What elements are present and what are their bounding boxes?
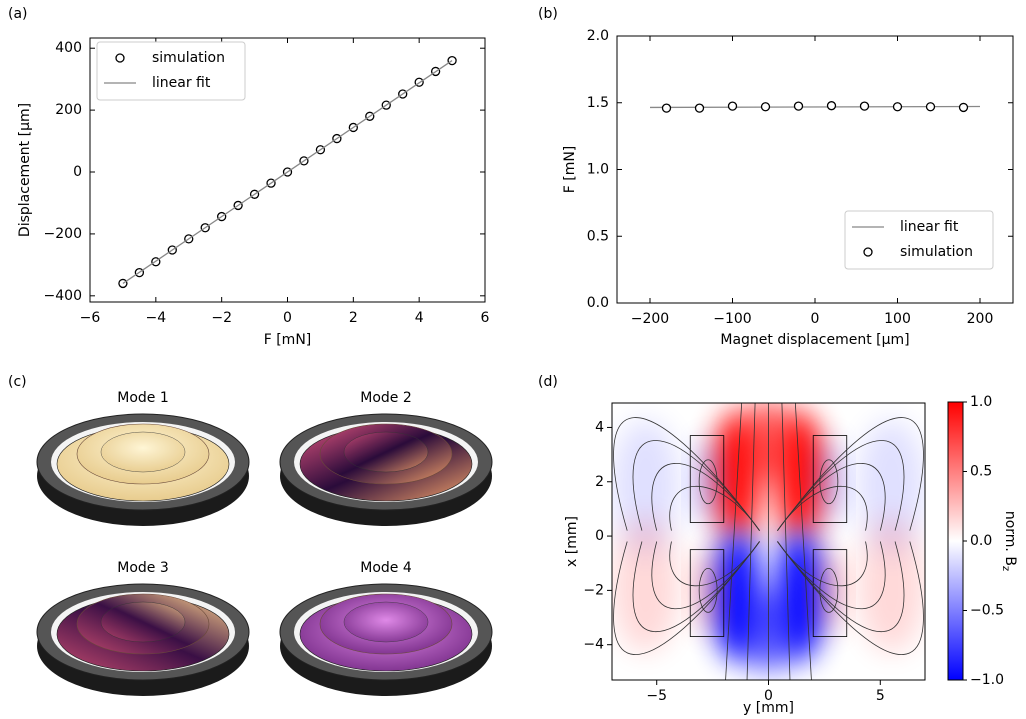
heatmap bbox=[612, 401, 925, 680]
data-point bbox=[828, 102, 836, 110]
data-point bbox=[894, 103, 902, 111]
x-tick-label: 100 bbox=[884, 311, 911, 327]
y-axis-label: Displacement [µm] bbox=[17, 103, 33, 237]
y-tick-label: −400 bbox=[44, 288, 82, 304]
x-tick-label: −4 bbox=[146, 310, 167, 326]
disk-center bbox=[101, 432, 185, 472]
y-tick-label: 1.0 bbox=[587, 162, 609, 178]
y-tick-label: 400 bbox=[55, 40, 82, 56]
mode-title: Mode 4 bbox=[360, 560, 412, 576]
x-tick-label: −5 bbox=[646, 688, 667, 704]
field-region bbox=[815, 547, 842, 633]
field-region bbox=[695, 439, 722, 525]
data-point bbox=[795, 102, 803, 110]
x-tick-label: 200 bbox=[967, 311, 994, 327]
data-point bbox=[762, 103, 770, 111]
colorbar-tick-label: −0.5 bbox=[970, 603, 1004, 619]
y-tick-label: 0 bbox=[595, 528, 604, 544]
data-point bbox=[960, 103, 968, 111]
legend-swatch bbox=[116, 54, 124, 62]
data-point bbox=[696, 104, 704, 112]
legend-swatch bbox=[864, 248, 872, 256]
y-tick-label: 2 bbox=[595, 474, 604, 490]
colorbar-tick-label: −1.0 bbox=[970, 672, 1004, 688]
y-tick-label: −2 bbox=[583, 582, 604, 598]
x-axis-label: Magnet displacement [µm] bbox=[720, 332, 909, 348]
legend-label: simulation bbox=[152, 50, 225, 66]
colorbar-tick-label: 0.0 bbox=[970, 533, 992, 549]
x-tick-label: −6 bbox=[80, 310, 101, 326]
y-tick-label: 0.0 bbox=[587, 295, 609, 311]
disk-center bbox=[344, 432, 428, 472]
y-tick-label: 1.5 bbox=[587, 95, 609, 111]
legend-label: linear fit bbox=[152, 75, 211, 91]
panel-label: (c) bbox=[8, 374, 27, 390]
y-tick-label: 2.0 bbox=[587, 28, 609, 44]
data-point bbox=[729, 102, 737, 110]
x-axis-label: y [mm] bbox=[743, 700, 794, 716]
x-tick-label: −2 bbox=[211, 310, 232, 326]
disk-center bbox=[101, 602, 185, 642]
figure: (c) (a)−6−4−20246−400−2000200400F [mN]Di… bbox=[0, 0, 1026, 719]
mode-title: Mode 3 bbox=[117, 560, 169, 576]
field-region bbox=[612, 517, 679, 652]
x-tick-label: −200 bbox=[631, 311, 669, 327]
x-tick-label: 0 bbox=[283, 310, 292, 326]
colorbar-tick-label: 0.5 bbox=[970, 464, 992, 480]
panel-label: (b) bbox=[538, 6, 558, 22]
data-point bbox=[861, 102, 869, 110]
y-tick-label: −4 bbox=[583, 637, 604, 653]
y-tick-label: 4 bbox=[595, 419, 604, 435]
field-region bbox=[858, 517, 925, 652]
y-tick-label: 0 bbox=[73, 164, 82, 180]
panel-label: (d) bbox=[538, 374, 558, 390]
x-tick-label: −100 bbox=[713, 311, 751, 327]
colorbar-label-part: z bbox=[1000, 566, 1011, 571]
legend-label: simulation bbox=[900, 244, 973, 260]
x-axis-label: F [mN] bbox=[264, 332, 312, 348]
colorbar-label-part: norm. B bbox=[1002, 511, 1018, 566]
colorbar-label: norm. Bz bbox=[1000, 511, 1018, 571]
data-point bbox=[927, 103, 935, 111]
y-tick-label: −200 bbox=[44, 226, 82, 242]
x-tick-label: 5 bbox=[876, 688, 885, 704]
y-axis-label: F [mN] bbox=[562, 146, 578, 194]
panel-label: (a) bbox=[8, 6, 28, 22]
x-tick-label: 0 bbox=[811, 311, 820, 327]
colorbar bbox=[948, 402, 963, 680]
y-tick-label: 200 bbox=[55, 102, 82, 118]
mode-title: Mode 2 bbox=[360, 390, 412, 406]
mode-title: Mode 1 bbox=[117, 390, 169, 406]
y-tick-label: 0.5 bbox=[587, 228, 609, 244]
data-point bbox=[663, 104, 671, 112]
x-tick-label: 6 bbox=[481, 310, 490, 326]
legend-label: linear fit bbox=[900, 219, 959, 235]
disk-center bbox=[344, 602, 428, 642]
field-region bbox=[815, 439, 842, 525]
field-region bbox=[695, 547, 722, 633]
y-axis-label: x [mm] bbox=[564, 516, 580, 567]
x-tick-label: 4 bbox=[415, 310, 424, 326]
colorbar-tick-label: 1.0 bbox=[970, 394, 992, 410]
x-tick-label: 2 bbox=[349, 310, 358, 326]
